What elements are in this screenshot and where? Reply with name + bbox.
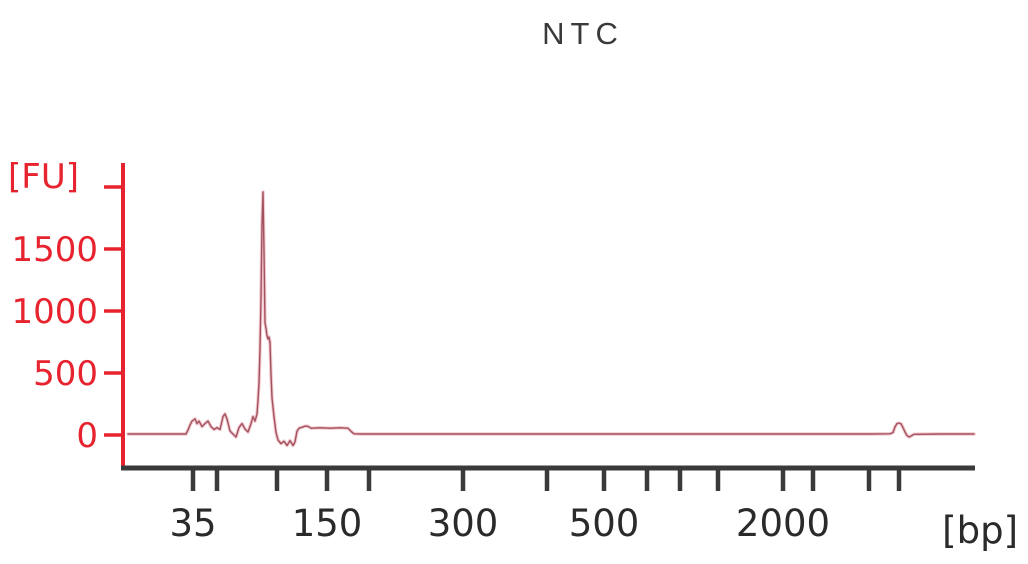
y-axis-tick-label: 500 [33, 354, 98, 394]
y-axis-unit-label: [FU] [8, 157, 79, 197]
trace-glow [126, 190, 976, 448]
y-axis-tick-label: 1000 [11, 292, 98, 332]
chart-title: NTC [542, 16, 624, 51]
x-axis-tick-label: 35 [169, 502, 216, 545]
x-axis-tick-label: 150 [292, 502, 363, 545]
y-axis-tick-label: 0 [76, 416, 98, 456]
y-axis-tick-label: 1500 [11, 230, 98, 270]
x-axis-unit-label: [bp] [942, 509, 1018, 552]
trace-group [126, 190, 976, 448]
axes-group: 1500 1000 500 0 35 150 300 500 2000 [11, 163, 975, 545]
trace-line [127, 191, 975, 447]
x-axis-tick-label: 2000 [736, 502, 830, 545]
x-axis-tick-label: 300 [428, 502, 499, 545]
x-axis-tick-label: 500 [569, 502, 640, 545]
